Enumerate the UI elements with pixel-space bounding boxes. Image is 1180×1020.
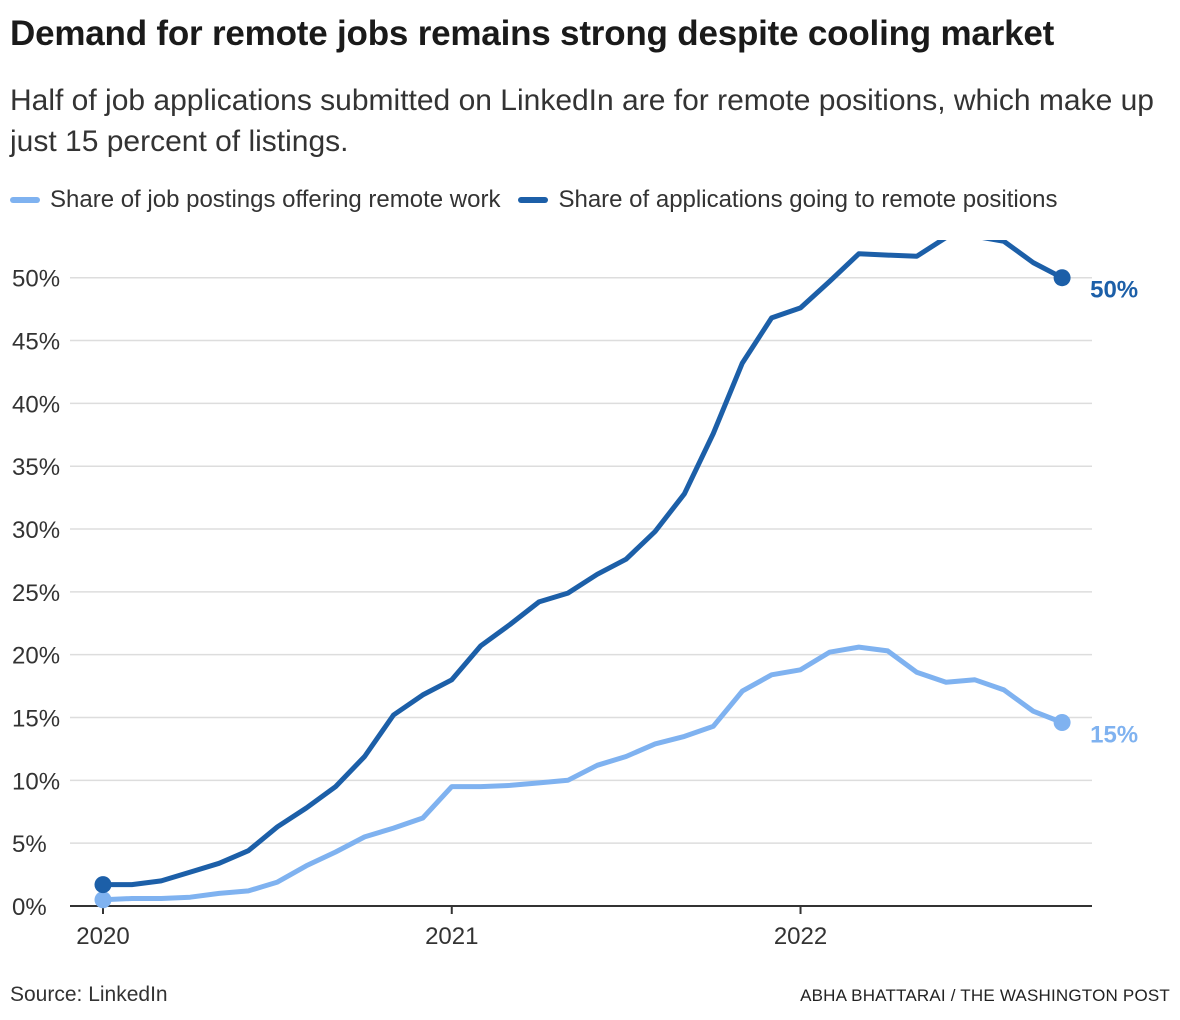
x-tick-label: 2022 [774,923,827,950]
x-tick-label: 2020 [76,923,129,950]
end-marker-postings [1053,714,1071,732]
chart-title: Demand for remote jobs remains strong de… [10,14,1055,53]
y-tick-label: 10% [12,768,60,795]
y-tick-label: 25% [12,580,60,607]
start-marker-postings [94,891,112,909]
line-chart: 0% 5% 10% 15% 20% 25% 30% 35% 40% 45% 50% 2020 2021 2… [12,240,1138,950]
end-marker-applications [1053,269,1071,287]
end-label-applications: 50% [1090,277,1138,304]
series-line-postings [100,644,1065,903]
series-line-applications [100,240,1065,888]
legend-swatch-applications [518,197,549,203]
y-tick-label: 5% [12,831,47,858]
y-tick-label: 50% [12,266,60,293]
end-label-postings: 15% [1090,722,1138,749]
y-tick-label: 30% [12,517,60,544]
legend-item-applications: Share of applications going to remote po… [518,186,1057,214]
start-marker-applications [94,876,112,894]
y-tick-label: 35% [12,454,60,481]
y-tick-label: 0% [12,894,47,921]
y-tick-label: 40% [12,391,60,418]
source-note: Source: LinkedIn [10,983,168,1006]
legend-label-applications: Share of applications going to remote po… [558,186,1058,213]
credit-line: ABHA BHATTARAI / THE WASHINGTON POST [800,986,1170,1005]
x-tick-label: 2021 [425,923,478,950]
legend-item-postings: Share of job postings offering remote wo… [10,186,500,214]
legend: Share of job postings offering remote wo… [10,186,1075,214]
legend-label-postings: Share of job postings offering remote wo… [50,186,501,213]
y-tick-label: 45% [12,329,60,356]
y-tick-label: 20% [12,643,60,670]
y-tick-label: 15% [12,706,60,733]
chart-subtitle: Half of job applications submitted on Li… [10,84,1154,158]
legend-swatch-postings [10,197,40,203]
